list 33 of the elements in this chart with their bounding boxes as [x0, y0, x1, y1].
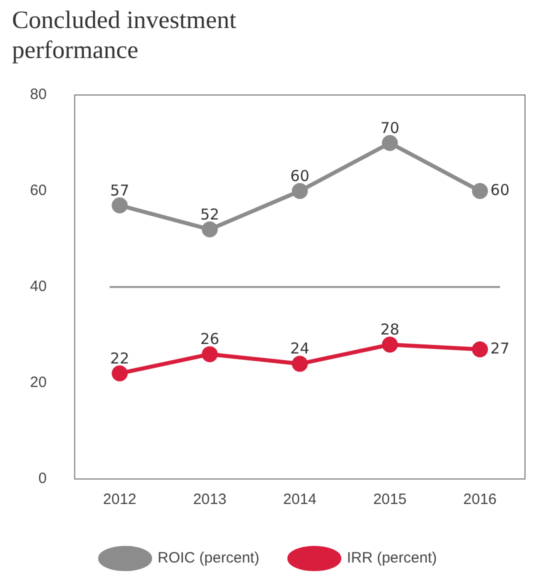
point	[382, 336, 398, 353]
y-tick-label: 40	[30, 278, 47, 296]
y-tick-label: 60	[30, 182, 47, 200]
data-label: 24	[290, 340, 310, 358]
x-tick-label: 2014	[283, 491, 317, 508]
y-tick-label: 20	[30, 374, 47, 392]
data-label: 28	[380, 320, 400, 338]
x-tick-label: 2015	[373, 491, 407, 508]
data-label: 60	[490, 180, 510, 199]
point	[472, 183, 488, 199]
point	[382, 135, 398, 151]
point	[112, 365, 128, 382]
data-label: 52	[200, 205, 220, 224]
data-label: 70	[380, 118, 400, 137]
point	[292, 183, 308, 199]
legend-label: IRR (percent)	[346, 550, 437, 567]
point	[202, 346, 218, 362]
data-label: 60	[290, 166, 310, 185]
data-label: 26	[200, 330, 220, 348]
chart-title: Concluded investment performance	[12, 6, 238, 66]
point	[202, 221, 218, 238]
legend-label: ROIC (percent)	[158, 550, 260, 567]
point	[472, 341, 488, 358]
y-tick-label: 80	[30, 86, 47, 104]
data-label: 57	[110, 181, 130, 200]
x-tick-label: 2012	[103, 491, 136, 508]
data-label: 22	[110, 349, 130, 368]
point	[112, 197, 128, 214]
y-tick-label: 0	[38, 470, 47, 488]
data-label: 27	[490, 339, 510, 358]
x-tick-label: 2016	[463, 491, 497, 508]
point	[292, 356, 308, 372]
x-tick-label: 2013	[193, 491, 226, 508]
